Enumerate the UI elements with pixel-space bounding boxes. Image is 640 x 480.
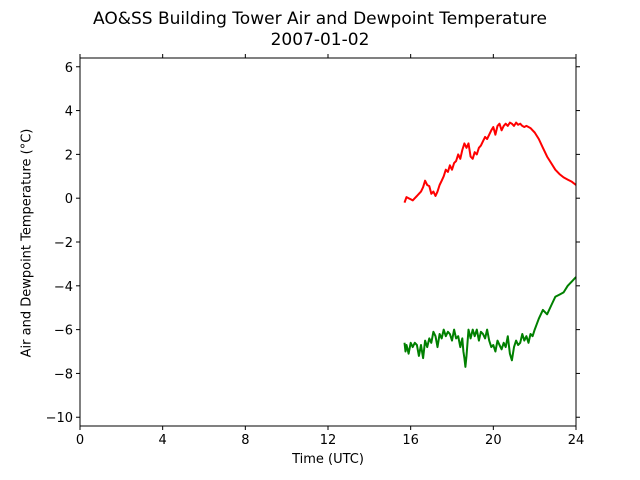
x-tick-label-1: 4 [159,433,167,448]
chart-title: AO&SS Building Tower Air and Dewpoint Te… [92,9,547,29]
y-tick-label-1: −8 [54,367,73,382]
plot-frame [79,57,577,427]
y-tick-label-6: 2 [65,148,73,163]
y-tick-label-2: −6 [54,324,73,339]
x-tick-label-2: 8 [241,433,249,448]
y-axis-label: Air and Dewpoint Temperature (°C) [19,128,35,358]
x-tick-label-3: 12 [320,433,337,448]
x-tick-label-6: 24 [568,433,585,448]
y-tick-label-0: −10 [46,411,73,426]
x-tick-label-4: 16 [402,433,419,448]
y-tick-label-7: 4 [65,105,73,120]
chart-subtitle: 2007-01-02 [270,30,370,50]
x-tick-label-5: 20 [485,433,502,448]
series-line-1 [403,276,577,368]
y-tick-label-4: −2 [54,236,73,251]
x-tick-label-0: 0 [76,433,84,448]
series-line-0 [403,121,577,203]
y-tick-label-5: 0 [65,192,73,207]
y-tick-label-3: −4 [54,280,73,295]
x-axis-label: Time (UTC) [292,452,364,467]
y-tick-label-8: 6 [65,61,73,76]
